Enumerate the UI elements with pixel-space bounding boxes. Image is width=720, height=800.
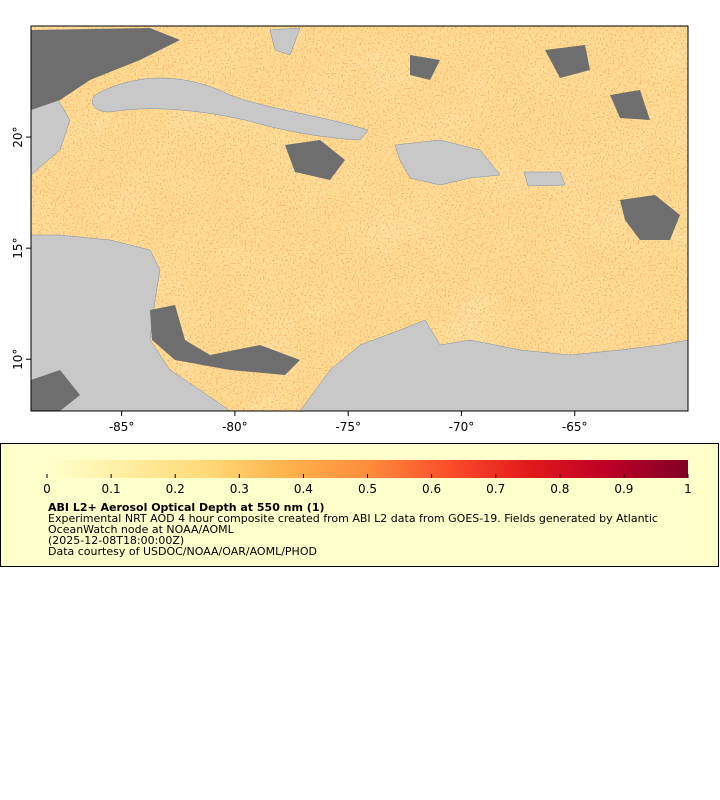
colorbar-tick-label: 0.7	[486, 482, 505, 496]
colorbar-tick-label: 0.1	[102, 482, 121, 496]
colorbar-tick-label: 0.3	[230, 482, 249, 496]
x-tick-label: -80°	[222, 420, 248, 434]
axes: -85° -80° -75° -70° -65° 10° 15° 20°	[11, 126, 588, 434]
y-tick-label: 20°	[11, 126, 25, 147]
colorbar-tick-label: 0.6	[422, 482, 441, 496]
legend-title: ABI L2+ Aerosol Optical Depth at 550 nm …	[48, 501, 325, 514]
colorbar-ramp	[47, 460, 688, 478]
legend-lines: Experimental NRT AOD 4 hour composite cr…	[48, 512, 658, 558]
colorbar-tick-label: 0.8	[550, 482, 569, 496]
colorbar-tick-label: 1	[684, 482, 692, 496]
y-tick-label: 15°	[11, 238, 25, 259]
x-tick-label: -75°	[335, 420, 361, 434]
x-tick-label: -85°	[109, 420, 135, 434]
map-frame	[30, 25, 689, 412]
colorbar-tick-label: 0.4	[294, 482, 313, 496]
x-tick-label: -65°	[562, 420, 588, 434]
legend-line: Experimental NRT AOD 4 hour composite cr…	[48, 512, 658, 525]
x-tick-label: -70°	[449, 420, 475, 434]
y-tick-label: 10°	[11, 349, 25, 370]
map-image	[31, 26, 688, 411]
legend-line: Data courtesy of USDOC/NOAA/OAR/AOML/PHO…	[48, 545, 317, 558]
colorbar-tick-label: 0.5	[358, 482, 377, 496]
clouds	[31, 28, 680, 411]
legend-line: (2025-12-08T18:00:00Z)	[48, 534, 184, 547]
colorbar: 0 0.1 0.2 0.3 0.4 0.5 0.6 0.7 0.8 0.9 1	[43, 460, 692, 496]
colorbar-tick-label: 0	[43, 482, 51, 496]
legend-line: OceanWatch node at NOAA/AOML	[48, 523, 235, 536]
colorbar-tick-label: 0.9	[614, 482, 633, 496]
colorbar-tick-label: 0.2	[166, 482, 185, 496]
